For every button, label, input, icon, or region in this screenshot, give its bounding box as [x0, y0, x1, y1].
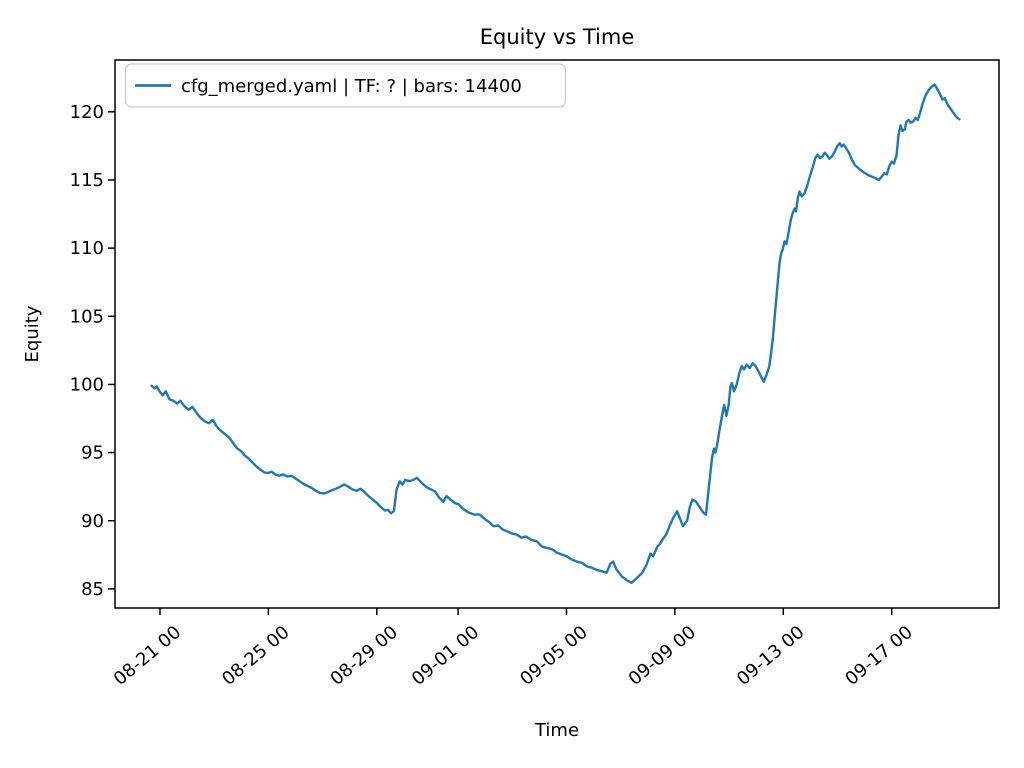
y-tick-label: 100	[70, 374, 104, 395]
x-tick-label: 08-25 00	[218, 622, 294, 690]
x-axis-ticks: 08-21 00 08-25 00 08-29 00 09-01 00 09-05 00…	[110, 608, 917, 690]
y-tick-label: 115	[70, 170, 104, 191]
y-tick-label: 90	[81, 511, 104, 532]
y-tick-label: 110	[70, 238, 104, 259]
x-tick-label: 09-13 00	[733, 622, 809, 690]
series-group	[150, 83, 961, 584]
chart-title: Equity vs Time	[480, 25, 635, 49]
y-tick-label: 85	[81, 579, 104, 600]
x-tick-label: 09-17 00	[841, 622, 917, 690]
y-tick-label: 120	[70, 102, 104, 123]
x-axis-label: Time	[534, 720, 579, 741]
legend: cfg_merged.yaml | TF: ? | bars: 14400	[124, 63, 567, 108]
axes-spines	[114, 59, 1000, 609]
legend-label: cfg_merged.yaml | TF: ? | bars: 14400	[181, 76, 522, 97]
x-tick-label: 08-29 00	[326, 622, 402, 690]
x-tick-label: 09-05 00	[516, 622, 592, 690]
x-tick-label: 09-01 00	[408, 622, 484, 690]
legend-box	[124, 63, 567, 108]
y-axis-label: Equity	[22, 305, 43, 362]
x-tick-label: 09-09 00	[625, 622, 701, 690]
y-tick-label: 105	[70, 306, 104, 327]
y-axis-ticks: 85 90 95 100 105 110 115 120	[70, 102, 115, 600]
y-tick-label: 95	[81, 443, 104, 464]
plot-background	[115, 60, 999, 608]
equity-series-line	[150, 83, 961, 584]
x-tick-label: 08-21 00	[110, 622, 186, 690]
